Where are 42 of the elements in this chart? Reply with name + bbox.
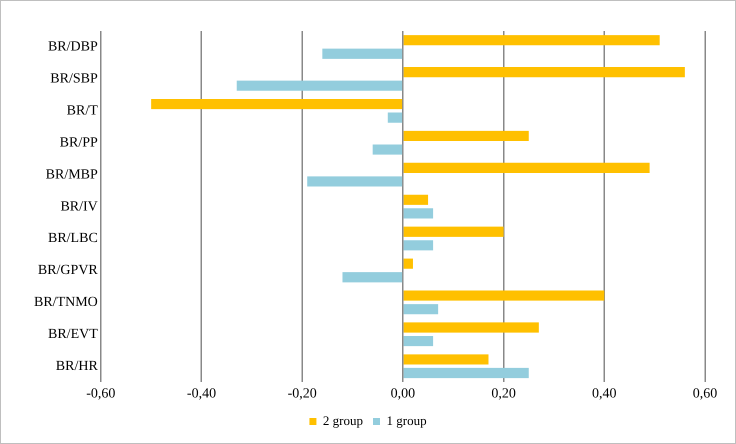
y-tick-label: BR/DBP <box>48 40 98 55</box>
bar <box>322 48 402 59</box>
bar <box>404 354 488 365</box>
x-tick-label: 0,60 <box>692 386 718 402</box>
y-tick-label: BR/T <box>66 103 98 118</box>
bar <box>404 322 539 333</box>
bar <box>388 112 402 123</box>
x-tick-label: 0,40 <box>592 386 617 402</box>
legend-label: 1 group <box>386 412 427 428</box>
bar <box>372 144 402 155</box>
bar <box>151 98 402 110</box>
y-tick-label: BR/IV <box>60 199 98 214</box>
bar <box>342 272 402 282</box>
bar <box>404 336 434 346</box>
x-tick-label: -0,60 <box>86 386 116 402</box>
bar <box>404 130 529 142</box>
bar <box>404 35 660 46</box>
y-tick-label: BR/GPVR <box>38 263 98 278</box>
x-tick-label: 0,20 <box>491 386 516 402</box>
y-tick-label: BR/PP <box>60 135 98 150</box>
y-tick-label: BR/EVT <box>48 326 98 342</box>
y-tick-label: BR/SBP <box>50 72 98 87</box>
x-tick-label: -0,20 <box>288 386 317 402</box>
bar <box>404 240 434 250</box>
bar <box>404 368 529 378</box>
bar <box>307 176 402 187</box>
bar <box>404 290 604 301</box>
y-tick-label: BR/TNMO <box>34 295 98 310</box>
bar <box>404 226 504 237</box>
bar <box>404 258 413 269</box>
x-tick-label: 0,00 <box>390 386 416 402</box>
bar <box>404 194 428 205</box>
x-tick-label: -0,40 <box>186 386 216 402</box>
bar <box>404 162 650 173</box>
y-tick-label: BR/MBP <box>46 167 98 182</box>
legend-label: 2 group <box>322 412 364 428</box>
y-tick-label: BR/LBC <box>48 231 98 246</box>
bar <box>404 304 438 314</box>
bar <box>236 80 402 91</box>
y-tick-label: BR/HR <box>56 358 98 374</box>
bar <box>404 67 685 78</box>
bar <box>404 208 434 218</box>
